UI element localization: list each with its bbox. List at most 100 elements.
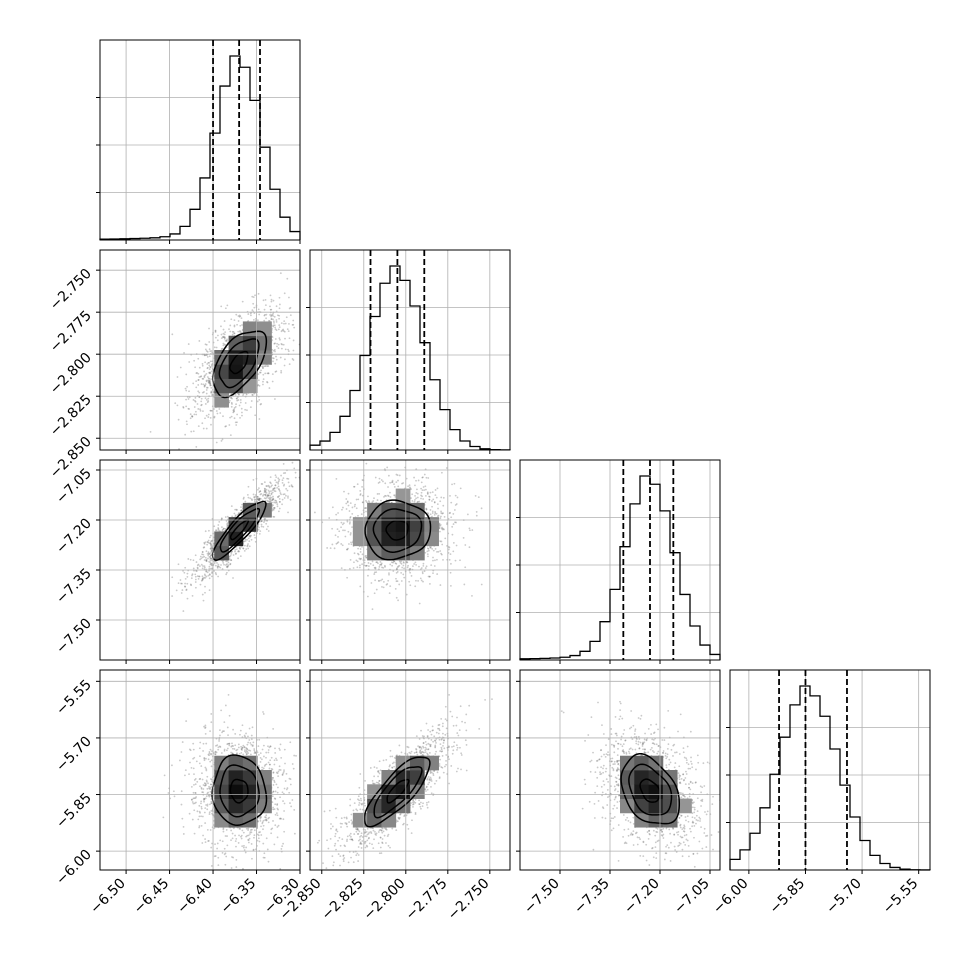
scatter-point [335, 848, 337, 851]
scatter-point [383, 495, 385, 498]
scatter-point [701, 786, 704, 789]
scatter-point [478, 727, 481, 730]
scatter-point [275, 812, 278, 815]
scatter-point [221, 840, 224, 843]
scatter-point [208, 361, 211, 364]
scatter-point [420, 491, 423, 494]
scatter-point [440, 515, 442, 518]
scatter-point [194, 399, 196, 402]
scatter-point [280, 493, 282, 496]
scatter-point [187, 343, 190, 345]
scatter-point [268, 501, 271, 503]
scatter-point [268, 490, 271, 493]
scatter-point [248, 727, 251, 730]
scatter-point [664, 852, 667, 855]
scatter-point [435, 512, 438, 515]
scatter-point [204, 724, 207, 727]
scatter-point [271, 827, 274, 830]
scatter-point [358, 786, 361, 789]
scatter-point [378, 852, 381, 855]
scatter-point [198, 575, 201, 578]
scatter-point [207, 413, 210, 416]
scatter-point [666, 755, 669, 758]
scatter-point [395, 562, 398, 565]
scatter-point [339, 844, 342, 847]
scatter-point [249, 497, 252, 500]
scatter-point [274, 790, 277, 793]
scatter-point [201, 556, 204, 559]
scatter-point [251, 394, 254, 396]
scatter-point [435, 741, 437, 744]
scatter-point [191, 415, 194, 418]
scatter-point [365, 462, 368, 465]
scatter-point [398, 816, 401, 819]
scatter-point [410, 497, 412, 499]
scatter-point [258, 418, 261, 420]
scatter-point [441, 750, 444, 753]
scatter-point [692, 821, 695, 824]
scatter-point [235, 313, 238, 316]
scatter-point [464, 739, 467, 742]
scatter-point [355, 507, 358, 510]
scatter-point [430, 733, 433, 736]
scatter-point [351, 838, 353, 841]
scatter-point [464, 544, 467, 546]
scatter-point [230, 415, 233, 418]
scatter-point [434, 559, 436, 562]
scatter-point [445, 719, 448, 722]
scatter-point [218, 565, 220, 568]
scatter-point [314, 304, 316, 306]
scatter-point [375, 561, 378, 564]
scatter-point [177, 563, 180, 566]
scatter-point [274, 747, 276, 750]
scatter-point [205, 779, 208, 782]
scatter-point [352, 851, 355, 853]
scatter-point [442, 558, 444, 561]
scatter-point [274, 342, 276, 345]
scatter-point [198, 778, 201, 781]
scatter-point [276, 836, 279, 839]
scatter-point [643, 738, 646, 741]
scatter-point [665, 873, 667, 875]
scatter-point [201, 578, 204, 580]
scatter-point [560, 710, 563, 713]
scatter-point [205, 570, 208, 572]
scatter-point [250, 743, 253, 746]
scatter-point [432, 774, 435, 777]
scatter-point [347, 492, 350, 495]
scatter-point [428, 498, 431, 501]
scatter-point [286, 489, 289, 492]
scatter-point [385, 827, 387, 830]
scatter-point [266, 848, 269, 851]
scatter-point [233, 410, 235, 413]
contour-2 [211, 754, 268, 826]
scatter-point [281, 774, 284, 776]
scatter-point [349, 804, 352, 807]
scatter-point [388, 572, 390, 575]
scatter-point [406, 753, 409, 755]
scatter-point [349, 533, 352, 536]
scatter-point [376, 499, 379, 501]
scatter-point [434, 489, 437, 491]
scatter-point [232, 411, 235, 414]
scatter-point [635, 738, 638, 741]
scatter-point [702, 762, 705, 765]
scatter-point [196, 371, 199, 374]
scatter-point [312, 461, 314, 463]
scatter-point [210, 846, 213, 849]
scatter-point [344, 845, 347, 848]
scatter-point [422, 754, 424, 756]
scatter-point [651, 847, 653, 850]
scatter-point [279, 796, 281, 799]
scatter-point [349, 532, 352, 534]
scatter-point [342, 529, 344, 532]
scatter-point [237, 743, 240, 746]
scatter-point [273, 487, 276, 490]
scatter-point [420, 747, 423, 750]
scatter-point [441, 737, 443, 740]
scatter-point [410, 811, 413, 814]
scatter-point [696, 810, 699, 813]
scatter-point [210, 778, 213, 781]
scatter-point [284, 322, 287, 325]
scatter-point [229, 563, 232, 566]
